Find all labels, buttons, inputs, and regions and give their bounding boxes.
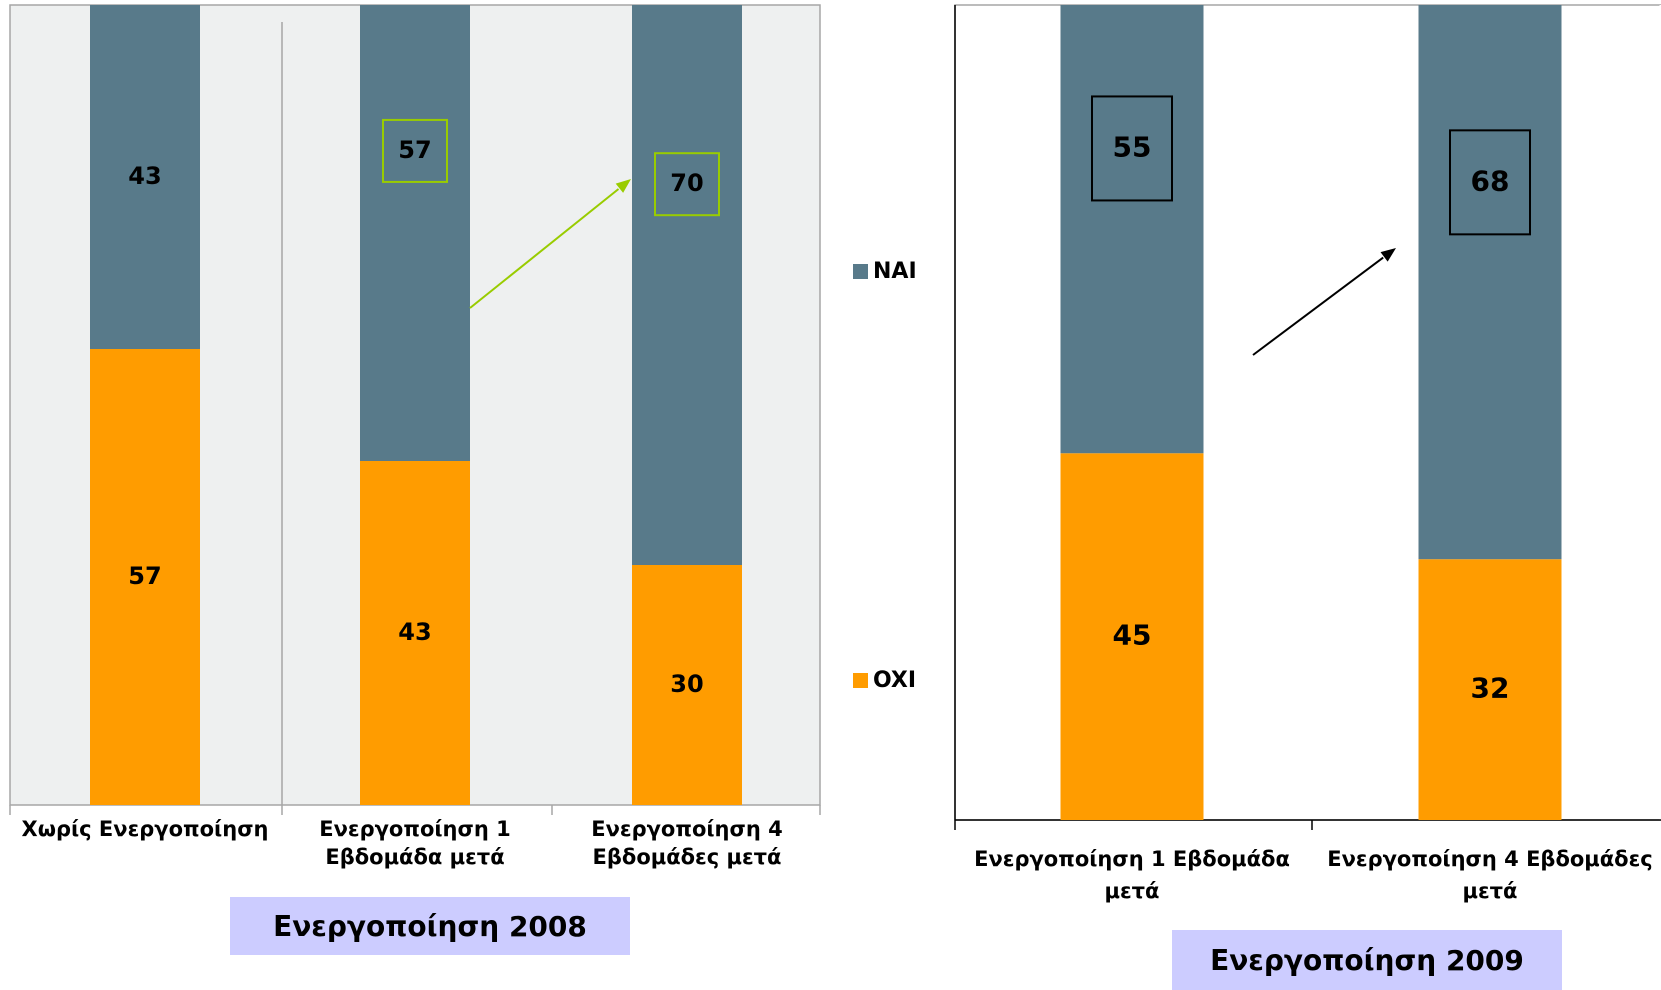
panel-1-category-label-0-line-0: Ενεργοποίηση 1 Εβδομάδα <box>974 847 1290 871</box>
legend-nai-swatch <box>853 264 868 279</box>
panel-0-bar-2-highlight-box <box>654 152 720 217</box>
panel-0-bar-1-highlight-box <box>382 118 448 183</box>
panel-0-bar-2-nai-label: 70 <box>670 169 703 197</box>
legend-nai-label: NAI <box>873 259 917 284</box>
panel-1-bar-1-nai-label: 68 <box>1471 164 1510 197</box>
panel-0-category-label-1-line-1: Εβδομάδα μετά <box>325 845 504 869</box>
panel-0-bar-2-oxi <box>632 565 742 805</box>
panel-0-category-label-0-line-0: Χωρίς Ενεργοποίηση <box>22 817 269 841</box>
panel-0-bar-0-oxi-label: 57 <box>128 562 161 590</box>
panel-1-bar-1-oxi-label: 32 <box>1471 672 1510 705</box>
panel-0-bar-2-nai <box>632 5 742 565</box>
panel-0-category-label-1-line-0: Ενεργοποίηση 1 <box>319 817 511 841</box>
panel-1-bar-0-nai-label: 55 <box>1113 130 1152 163</box>
panel-1-bar-0-nai <box>1060 5 1204 454</box>
panel-1-bar-1-highlight-box <box>1449 129 1531 236</box>
panel-0-category-label-2-line-1: Εβδομάδες μετά <box>593 845 782 869</box>
panel-0-bar-1-oxi-label: 43 <box>398 618 431 646</box>
panel-0-bar-2-oxi-label: 30 <box>670 670 703 698</box>
panel-1-category-label-0-line-1: μετά <box>1105 879 1160 903</box>
panel-1-bar-1-nai <box>1418 5 1562 560</box>
panel-1-bar-0-oxi <box>1060 453 1204 820</box>
panel-1-bar-0-highlight-box <box>1091 95 1173 202</box>
panel-0-trend-arrow-head <box>615 179 631 193</box>
panel-1-bar-1-oxi <box>1418 559 1562 820</box>
legend-oxi-label: OXI <box>873 668 916 693</box>
caption-2008: Ενεργοποίηση 2008 <box>230 897 630 955</box>
panel-0-category-label-2-line-0: Ενεργοποίηση 4 <box>591 817 783 841</box>
panel-1-trend-arrow-head <box>1380 248 1396 262</box>
panel-1-category-label-1-line-1: μετά <box>1463 879 1518 903</box>
panel-1-category-label-1-line-0: Ενεργοποίηση 4 Εβδομάδες <box>1327 847 1653 871</box>
panel-0-bar-1-nai <box>360 5 470 461</box>
caption-2009: Ενεργοποίηση 2009 <box>1172 930 1562 990</box>
panel-0-bar-0-nai-label: 43 <box>128 162 161 190</box>
panel-0-bar-0-nai <box>90 5 200 349</box>
panel-0-bar-1-nai-label: 57 <box>398 136 431 164</box>
panel-0-trend-arrow-line <box>469 188 620 309</box>
legend-oxi-swatch <box>853 673 868 688</box>
panel-0-bar-0-oxi <box>90 349 200 805</box>
panel-1-bar-0-oxi-label: 45 <box>1113 619 1152 652</box>
panel-1-trend-arrow-line <box>1252 256 1384 356</box>
panel-0-bar-1-oxi <box>360 461 470 805</box>
